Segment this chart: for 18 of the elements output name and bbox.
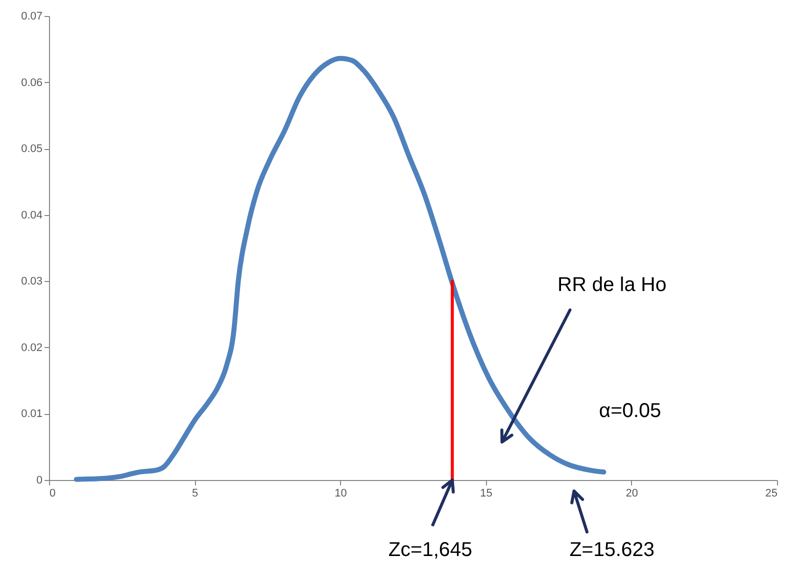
x-tick-label: 0 xyxy=(50,488,56,500)
y-tick-label: 0.03 xyxy=(21,276,42,288)
x-tick-label: 15 xyxy=(480,488,492,500)
y-tick-label: 0.01 xyxy=(21,408,42,420)
y-tick-label: 0.06 xyxy=(21,76,42,89)
annotation: RR de la Ho xyxy=(558,274,666,296)
x-tick-label: 10 xyxy=(334,488,347,500)
x-tick-label: 25 xyxy=(765,488,778,500)
y-tick-label: 0.04 xyxy=(21,209,42,222)
annotation: α=0.05 xyxy=(599,400,662,422)
y-tick-label: 0 xyxy=(36,474,42,486)
x-tick-label: 20 xyxy=(626,488,638,500)
y-tick-label: 0.07 xyxy=(21,10,42,22)
y-tick-label: 0.05 xyxy=(21,143,42,156)
y-tick-label: 0.02 xyxy=(21,342,42,354)
x-tick-label: 5 xyxy=(192,488,198,500)
text: Z=15.623 xyxy=(569,539,655,561)
annotation: Zc=1,645 xyxy=(388,539,472,561)
